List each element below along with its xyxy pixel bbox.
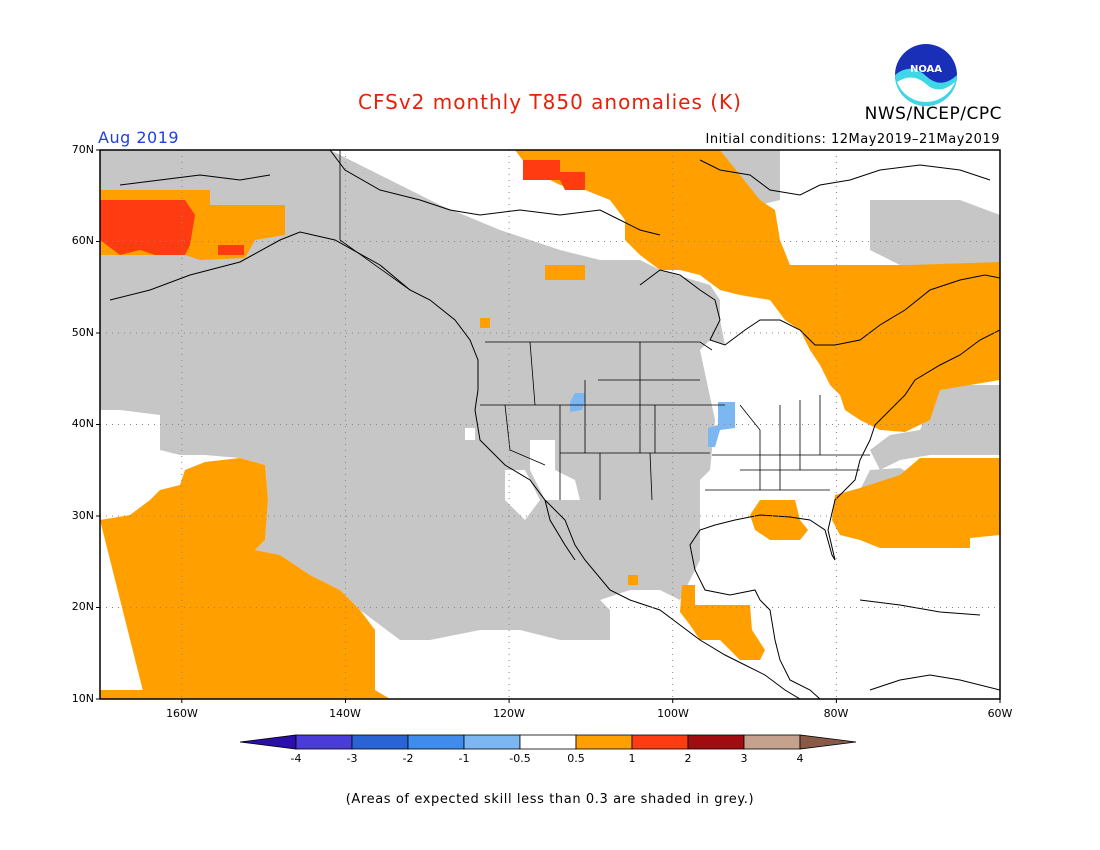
near-normal-patch-3 (465, 428, 475, 440)
low-skill-region-east (870, 200, 1000, 270)
lon-label-80w: 80W (823, 707, 849, 720)
valid-period-label: Aug 2019 (98, 128, 180, 147)
colorbar-arrow-low (239, 734, 297, 750)
warm-region-atlantic (832, 458, 1000, 548)
colorbar-label: 2 (684, 752, 692, 765)
warm-region-pacific (100, 458, 390, 699)
lon-label-120w: 120W (493, 707, 525, 720)
colorbar-swatch (407, 734, 465, 750)
lon-label-100w: 100W (657, 707, 689, 720)
coastlines (109, 150, 1000, 699)
colorbar-swatch (743, 734, 801, 750)
anomaly-fields (100, 150, 1000, 699)
hot-region-aleutian (218, 245, 244, 255)
warm-spot-1 (545, 265, 585, 280)
lon-label-140w: 140W (329, 707, 361, 720)
initial-conditions-label: Initial conditions: 12May2019–21May2019 (705, 132, 1000, 147)
chart-title: CFSv2 monthly T850 anomalies (K) (358, 90, 742, 114)
colorbar-label: 3 (740, 752, 748, 765)
warm-region-gulf (750, 500, 808, 540)
colorbar-label: -0.5 (509, 752, 531, 765)
organization-label: NWS/NCEP/CPC (864, 104, 1002, 124)
lat-label-60n: 60N (71, 234, 94, 247)
colorbar-swatch (519, 734, 577, 750)
colorbar-label: -2 (402, 752, 414, 765)
colorbar-label: 0.5 (567, 752, 585, 765)
colorbar-swatch (687, 734, 745, 750)
gridlines (100, 150, 1000, 699)
colorbar-label: -4 (290, 752, 302, 765)
lat-label-10n: 10N (71, 692, 94, 705)
noaa-logo-text: NOAA (910, 64, 942, 75)
low-skill-region (100, 150, 780, 640)
lon-label-60w: 60W (987, 707, 1013, 720)
warm-spot-2 (480, 318, 490, 328)
lon-label-160w: 160W (166, 707, 198, 720)
skill-footnote: (Areas of expected skill less than 0.3 a… (345, 792, 755, 807)
lat-label-40n: 40N (71, 417, 94, 430)
colorbar-arrow-high (799, 734, 857, 750)
warm-region-mexico (680, 585, 765, 660)
colorbar-label: 4 (796, 752, 804, 765)
hot-region-alaska (100, 200, 195, 255)
colorbar-swatch (351, 734, 409, 750)
colorbar-swatch (295, 734, 353, 750)
political-boundaries (339, 150, 870, 501)
hot-region-arctic (523, 160, 585, 190)
cool-region-rockies (570, 393, 585, 412)
colorbar-label: -1 (458, 752, 470, 765)
lat-label-20n: 20N (71, 600, 94, 613)
cool-region-midwest (708, 402, 735, 447)
low-skill-region-atlantic (870, 385, 1000, 470)
colorbar-label: -3 (346, 752, 358, 765)
noaa-logo: NOAA (895, 44, 957, 106)
colorbar-swatch (631, 734, 689, 750)
near-normal-patch-1 (530, 440, 580, 500)
warm-spot-3 (628, 575, 638, 585)
axis-ticks (96, 149, 1001, 703)
colorbar-swatch (463, 734, 521, 750)
colorbar-label: 1 (628, 752, 636, 765)
warm-region-northeast (515, 150, 1000, 432)
colorbar-swatch (575, 734, 633, 750)
lat-label-70n: 70N (71, 143, 94, 156)
lat-label-30n: 30N (71, 509, 94, 522)
lat-label-50n: 50N (71, 326, 94, 339)
